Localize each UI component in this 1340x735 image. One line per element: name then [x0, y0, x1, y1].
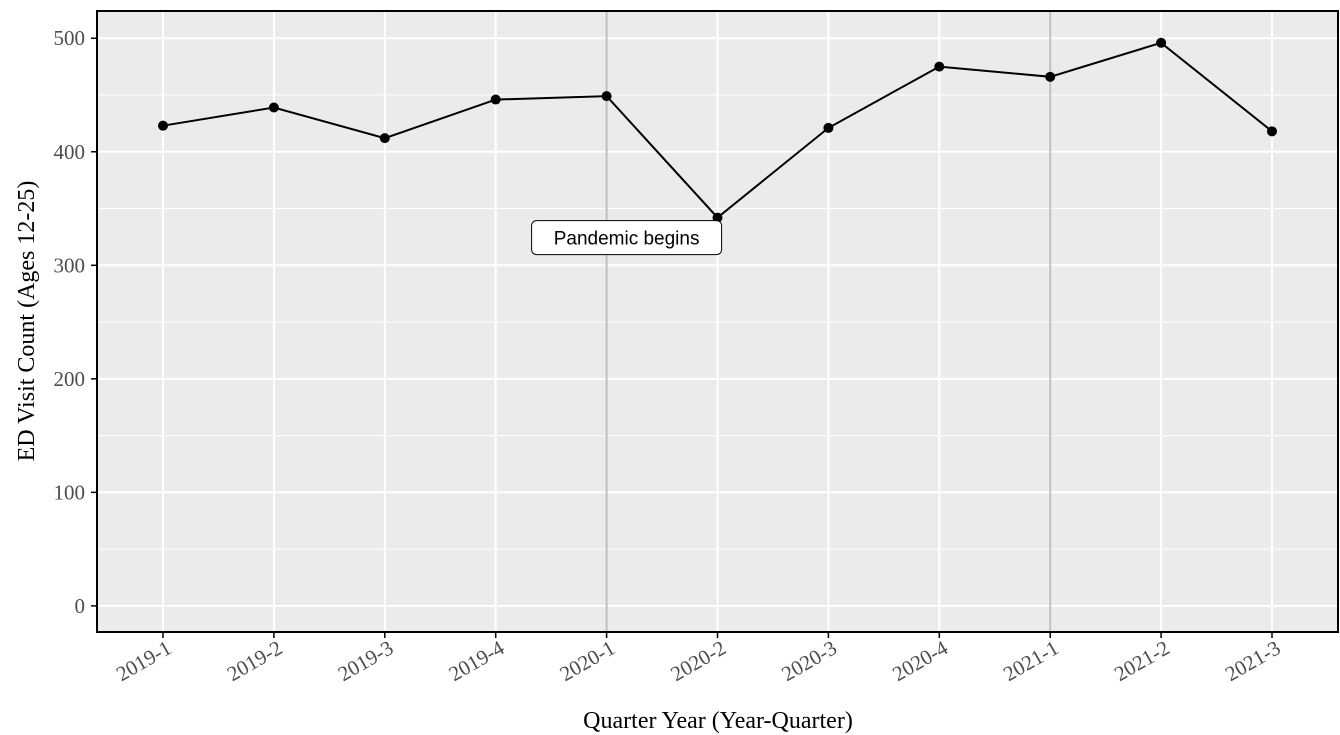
- y-axis-title: ED Visit Count (Ages 12-25): [14, 181, 40, 462]
- x-tick-label: 2021-2: [1110, 636, 1174, 687]
- x-axis: 2019-1 2019-2 2019-3 2019-4 2020-1 2020-2 2020…: [112, 632, 1285, 686]
- data-point: [1156, 37, 1167, 48]
- x-tick-label: 2021-1: [999, 636, 1063, 687]
- y-tick-label: 0: [75, 594, 86, 618]
- data-point: [601, 91, 612, 102]
- annotation-label: Pandemic begins: [531, 220, 723, 256]
- data-point: [1045, 71, 1056, 82]
- data-point: [1267, 126, 1277, 137]
- x-tick-label: 2020-4: [888, 635, 952, 686]
- data-point: [379, 133, 390, 144]
- x-tick-label: 2020-2: [666, 636, 730, 687]
- y-tick-label: 200: [54, 367, 86, 391]
- x-tick-label: 2021-3: [1221, 636, 1285, 687]
- data-point: [490, 94, 501, 105]
- y-tick-label: 100: [54, 480, 86, 504]
- x-tick-label: 2019-4: [445, 635, 509, 686]
- data-point: [158, 120, 168, 131]
- y-tick-label: 300: [54, 253, 86, 277]
- annotation-text: Pandemic begins: [554, 229, 700, 250]
- data-point: [268, 102, 279, 113]
- y-axis: 0 100 200 300 400 500: [54, 26, 97, 618]
- annotations: Pandemic begins: [531, 220, 723, 256]
- x-tick-label: 2020-1: [556, 636, 620, 687]
- series: [158, 37, 1277, 223]
- x-tick-label: 2019-3: [334, 636, 398, 687]
- annotation-box: [531, 220, 723, 256]
- data-point: [823, 122, 834, 133]
- x-tick-label: 2019-2: [223, 636, 287, 687]
- x-tick-label: 2020-3: [777, 636, 841, 687]
- y-tick-label: 500: [54, 26, 86, 50]
- data-point: [934, 61, 945, 72]
- reference-lines: [605, 11, 1052, 632]
- y-tick-label: 400: [54, 140, 86, 164]
- x-axis-title: Quarter Year (Year-Quarter): [583, 708, 853, 734]
- x-tick-label: 2019-1: [112, 636, 176, 687]
